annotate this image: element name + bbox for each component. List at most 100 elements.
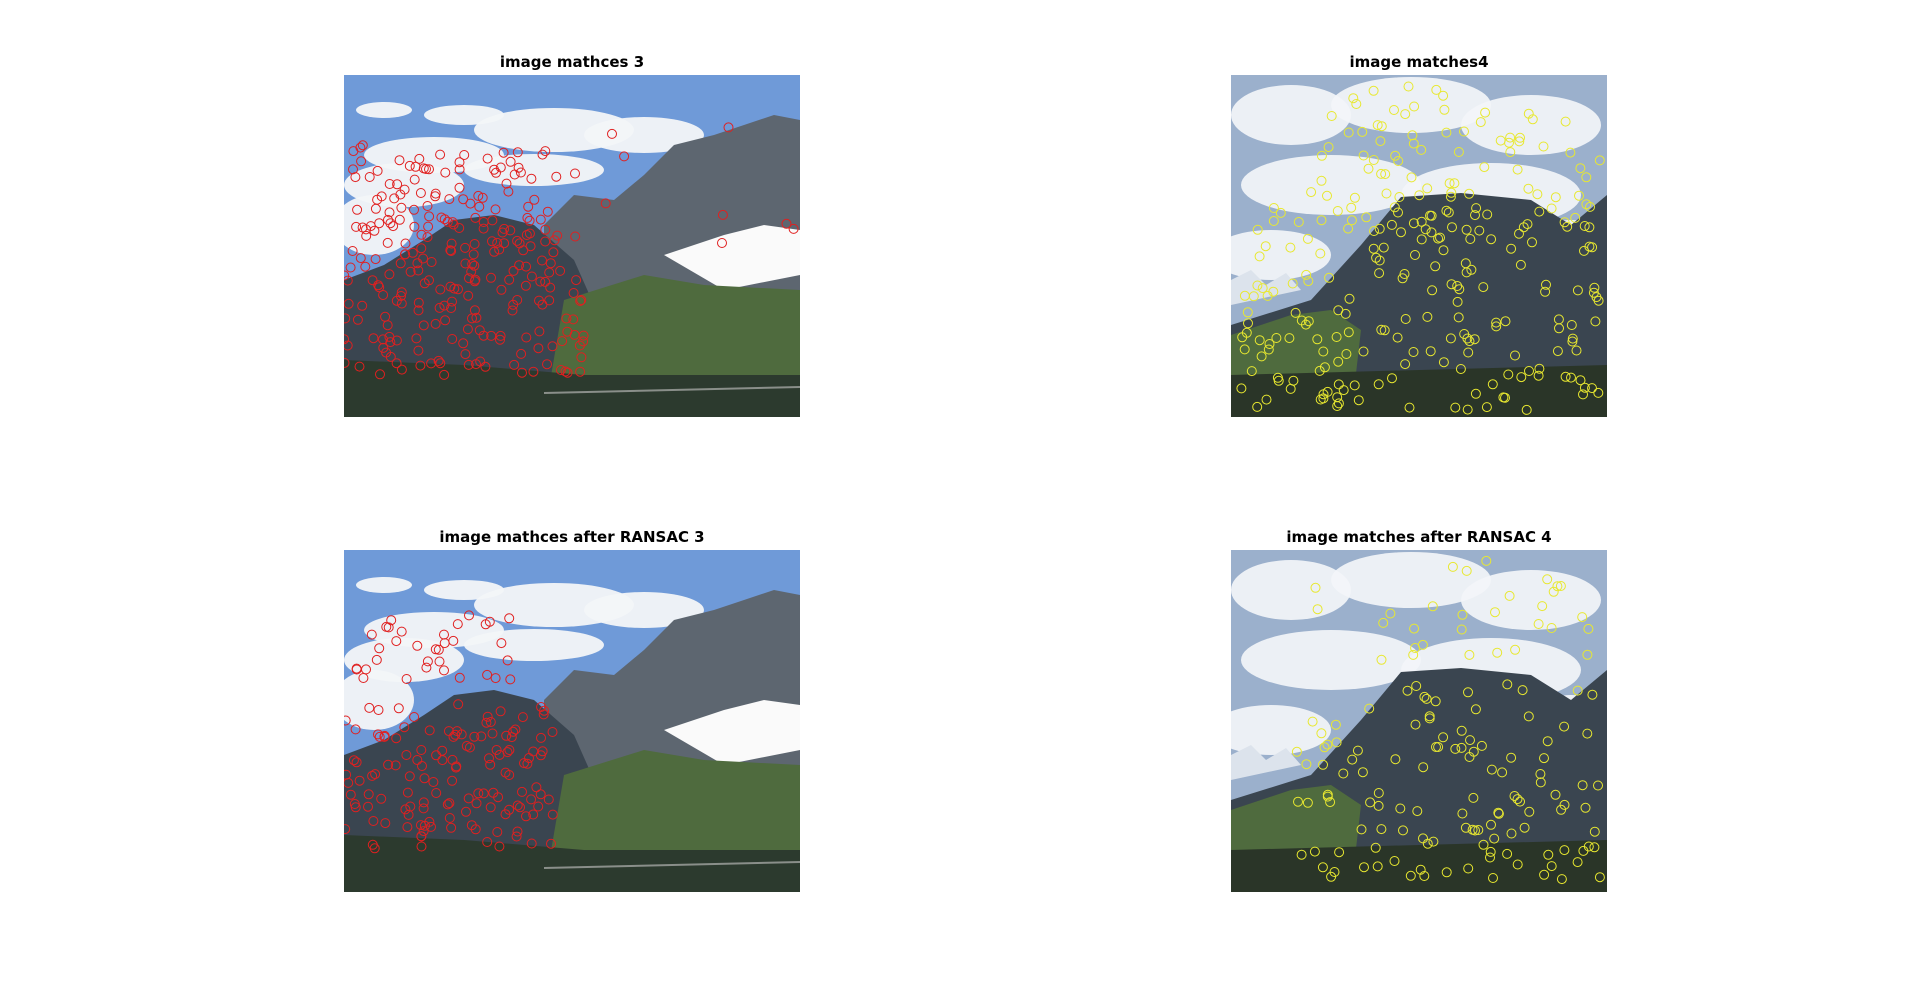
match-marker bbox=[1516, 372, 1527, 383]
match-marker bbox=[385, 218, 396, 229]
match-marker bbox=[354, 361, 365, 372]
match-marker bbox=[1365, 797, 1376, 808]
match-marker bbox=[1319, 742, 1330, 753]
match-marker bbox=[386, 615, 397, 626]
match-marker bbox=[1535, 777, 1546, 788]
match-marker bbox=[1394, 192, 1405, 202]
match-marker bbox=[543, 794, 554, 805]
match-marker bbox=[1293, 217, 1304, 227]
match-marker bbox=[374, 731, 385, 742]
match-marker bbox=[1376, 654, 1387, 665]
match-marker bbox=[501, 730, 512, 741]
match-marker bbox=[1331, 332, 1342, 342]
match-marker bbox=[415, 188, 426, 198]
match-marker bbox=[368, 333, 379, 344]
match-markers bbox=[1306, 81, 1605, 245]
match-markers bbox=[344, 699, 558, 854]
match-marker bbox=[496, 284, 507, 295]
distant-peaks bbox=[1231, 745, 1301, 780]
match-marker bbox=[1450, 402, 1461, 413]
match-marker bbox=[1579, 221, 1590, 231]
match-marker bbox=[512, 295, 523, 305]
match-marker bbox=[1389, 105, 1399, 115]
match-marker bbox=[384, 179, 395, 189]
match-marker bbox=[394, 155, 405, 166]
match-marker bbox=[1452, 296, 1463, 307]
match-marker bbox=[1594, 155, 1605, 166]
match-marker bbox=[402, 787, 413, 798]
match-marker bbox=[486, 272, 496, 283]
match-marker bbox=[1312, 334, 1323, 345]
forest bbox=[1231, 365, 1607, 417]
match-marker bbox=[489, 246, 500, 257]
match-marker bbox=[1469, 334, 1480, 345]
scene-image-a bbox=[344, 550, 800, 892]
match-marker bbox=[537, 255, 547, 266]
match-marker bbox=[1361, 212, 1372, 223]
match-marker bbox=[1438, 90, 1449, 101]
match-marker bbox=[1402, 685, 1413, 696]
match-marker bbox=[1488, 873, 1498, 883]
match-marker bbox=[1301, 269, 1312, 280]
match-marker bbox=[1452, 281, 1463, 291]
match-marker bbox=[350, 172, 361, 183]
match-marker bbox=[1473, 825, 1484, 835]
match-marker bbox=[555, 265, 566, 276]
match-marker bbox=[504, 274, 515, 285]
match-marker bbox=[1567, 333, 1578, 344]
match-marker bbox=[1457, 609, 1468, 620]
match-marker bbox=[1347, 754, 1358, 765]
match-marker bbox=[1506, 752, 1517, 763]
match-marker bbox=[360, 261, 371, 272]
match-marker bbox=[467, 259, 478, 269]
match-marker bbox=[344, 357, 350, 368]
match-marker bbox=[570, 168, 580, 179]
match-marker bbox=[449, 283, 460, 294]
match-marker bbox=[1380, 169, 1391, 180]
match-marker bbox=[1464, 188, 1475, 199]
match-marker bbox=[1431, 84, 1442, 95]
match-marker bbox=[1575, 375, 1586, 386]
match-marker bbox=[1500, 316, 1511, 327]
match-marker bbox=[1585, 201, 1595, 212]
match-marker bbox=[512, 147, 523, 158]
match-marker bbox=[1357, 767, 1368, 778]
match-marker bbox=[781, 218, 792, 229]
match-marker bbox=[435, 149, 446, 160]
match-marker bbox=[1486, 819, 1496, 830]
match-marker bbox=[1302, 797, 1313, 808]
match-marker bbox=[1537, 601, 1548, 612]
match-marker bbox=[499, 238, 510, 249]
match-marker bbox=[1398, 825, 1408, 836]
match-marker bbox=[444, 194, 455, 205]
match-marker bbox=[480, 619, 491, 630]
match-marker bbox=[481, 717, 492, 728]
match-marker bbox=[1285, 242, 1296, 253]
match-marker bbox=[528, 809, 539, 820]
match-marker bbox=[409, 221, 420, 232]
match-marker bbox=[416, 229, 427, 240]
match-marker bbox=[434, 302, 445, 313]
match-marker bbox=[344, 824, 351, 835]
match-marker bbox=[1512, 859, 1523, 870]
match-marker bbox=[1465, 735, 1475, 746]
match-marker bbox=[349, 799, 360, 809]
match-marker bbox=[1427, 601, 1438, 612]
match-marker bbox=[1307, 716, 1318, 727]
match-marker bbox=[399, 722, 410, 733]
match-marker bbox=[1396, 227, 1406, 238]
match-marker bbox=[348, 164, 358, 175]
match-marker bbox=[385, 351, 396, 362]
match-marker bbox=[468, 249, 479, 260]
match-marker bbox=[439, 300, 450, 311]
match-markers bbox=[344, 221, 589, 380]
match-marker bbox=[1352, 745, 1363, 756]
panel-title: image mathces after RANSAC 3 bbox=[439, 528, 705, 546]
match-marker bbox=[461, 806, 471, 817]
match-marker bbox=[454, 672, 465, 683]
match-marker bbox=[344, 334, 350, 345]
match-marker bbox=[1422, 183, 1433, 194]
match-marker bbox=[1290, 307, 1301, 318]
match-marker bbox=[491, 167, 501, 178]
snowfield bbox=[664, 225, 800, 290]
